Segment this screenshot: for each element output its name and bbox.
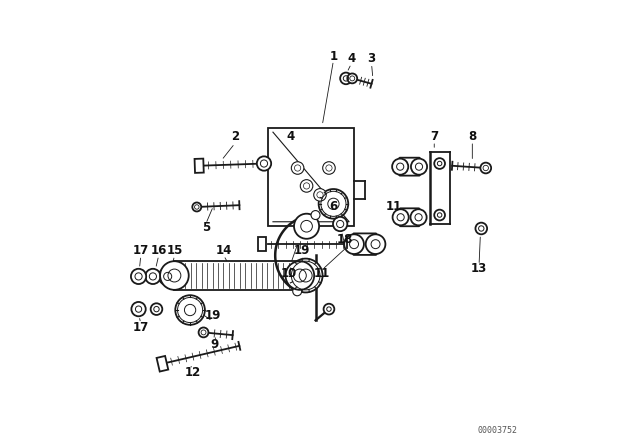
Text: 4: 4 [348,52,355,65]
Circle shape [285,261,314,290]
Circle shape [145,269,161,284]
Text: 9: 9 [211,338,219,352]
Circle shape [292,287,301,296]
Circle shape [344,234,364,254]
Circle shape [319,189,348,219]
Circle shape [131,269,146,284]
Polygon shape [157,356,168,371]
Text: 12: 12 [184,366,200,379]
Circle shape [392,159,408,175]
Circle shape [289,258,323,293]
Circle shape [348,73,357,83]
Circle shape [198,327,209,337]
Text: 19: 19 [294,244,310,258]
Circle shape [435,158,445,169]
Text: 18: 18 [337,233,353,246]
Text: 17: 17 [132,244,149,258]
Circle shape [435,210,445,220]
Text: 3: 3 [367,52,376,65]
Text: 8: 8 [468,130,476,143]
Bar [269,128,354,226]
Text: 4: 4 [287,130,295,143]
Circle shape [150,303,163,315]
Circle shape [392,209,409,225]
Circle shape [291,162,304,174]
Circle shape [323,162,335,174]
Text: 7: 7 [430,130,438,143]
Circle shape [193,202,201,211]
Polygon shape [174,261,300,290]
Circle shape [175,295,205,325]
Text: 2: 2 [231,130,239,143]
Circle shape [333,217,348,231]
Text: 1: 1 [330,49,337,63]
Text: 16: 16 [150,244,167,258]
Circle shape [365,234,385,254]
FancyBboxPatch shape [399,158,420,176]
Circle shape [340,73,352,84]
Circle shape [476,223,487,234]
Circle shape [311,211,320,220]
Circle shape [300,180,313,192]
Circle shape [411,159,427,175]
FancyBboxPatch shape [400,208,419,226]
Text: 15: 15 [166,244,182,258]
Circle shape [410,209,427,225]
Text: 5: 5 [202,221,210,234]
FancyBboxPatch shape [353,233,376,255]
Polygon shape [257,237,266,251]
Text: 11: 11 [314,267,330,280]
Text: 6: 6 [330,199,337,213]
Circle shape [257,156,271,171]
Text: 19: 19 [204,309,221,323]
Circle shape [131,302,146,316]
Text: 10: 10 [280,267,297,280]
Circle shape [481,163,491,173]
Text: 11: 11 [386,199,402,213]
Circle shape [324,304,334,314]
Polygon shape [195,159,204,173]
Text: 17: 17 [132,320,149,334]
Text: 14: 14 [216,244,232,258]
Circle shape [314,189,326,201]
Circle shape [160,261,189,290]
Text: 00003752: 00003752 [477,426,517,435]
Circle shape [294,214,319,239]
Text: 13: 13 [471,262,487,276]
Circle shape [159,267,177,285]
